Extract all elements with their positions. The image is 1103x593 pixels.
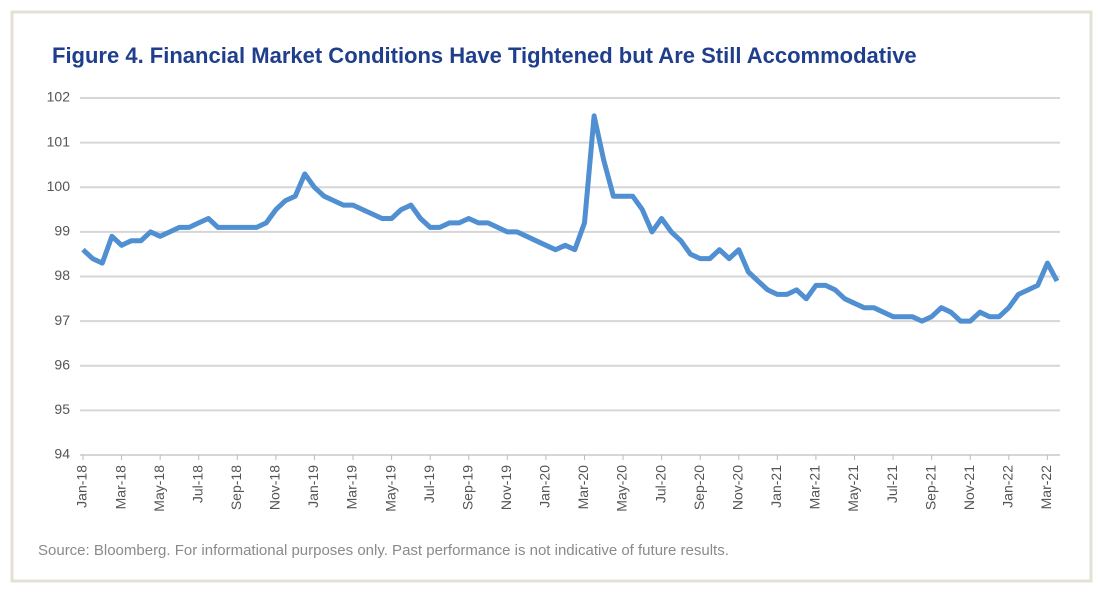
y-tick-label: 94	[54, 446, 70, 462]
x-tick-label: Nov-19	[498, 465, 514, 510]
y-tick-label: 97	[54, 312, 70, 328]
x-tick-label: Sep-19	[459, 465, 475, 510]
x-tick-label: Jan-20	[537, 465, 553, 508]
y-tick-label: 102	[47, 89, 71, 105]
x-tick-label: Mar-21	[807, 465, 823, 510]
x-tick-label: Jul-21	[884, 465, 900, 503]
x-tick-label: Jan-18	[74, 465, 90, 508]
x-tick-label: Mar-19	[344, 465, 360, 510]
x-tick-label: May-19	[382, 465, 398, 512]
x-tick-label: Jul-19	[421, 465, 437, 503]
x-tick-label: Mar-20	[575, 465, 591, 510]
x-tick-label: Mar-22	[1038, 465, 1054, 510]
y-tick-label: 101	[47, 133, 71, 149]
x-tick-label: Sep-18	[228, 465, 244, 510]
y-tick-label: 96	[54, 356, 70, 372]
data-line	[81, 113, 1060, 324]
y-tick-label: 99	[54, 223, 70, 239]
x-tick-label: Sep-20	[691, 465, 707, 510]
x-tick-label: Nov-20	[729, 465, 745, 510]
frame	[10, 10, 1093, 583]
x-tick-label: Jan-19	[305, 465, 321, 508]
x-tick-label: Nov-18	[267, 465, 283, 510]
x-tick-label: Sep-21	[922, 465, 938, 510]
chart-title: Figure 4. Financial Market Conditions Ha…	[52, 43, 917, 68]
x-tick-label: Mar-18	[112, 465, 128, 510]
y-tick-label: 98	[54, 267, 70, 283]
x-tick-label: Jan-22	[999, 465, 1015, 508]
x-tick-label: Jan-21	[768, 465, 784, 508]
x-tick-label: May-18	[151, 465, 167, 512]
x-tick-label: May-20	[614, 465, 630, 512]
x-tick-label: May-21	[845, 465, 861, 512]
x-tick-label: Jul-20	[652, 465, 668, 503]
y-tick-label: 100	[47, 178, 71, 194]
x-tick-label: Jul-18	[189, 465, 205, 503]
x-tick-label: Nov-21	[961, 465, 977, 510]
source-note: Source: Bloomberg. For informational pur…	[38, 542, 729, 559]
y-tick-label: 95	[54, 401, 70, 417]
